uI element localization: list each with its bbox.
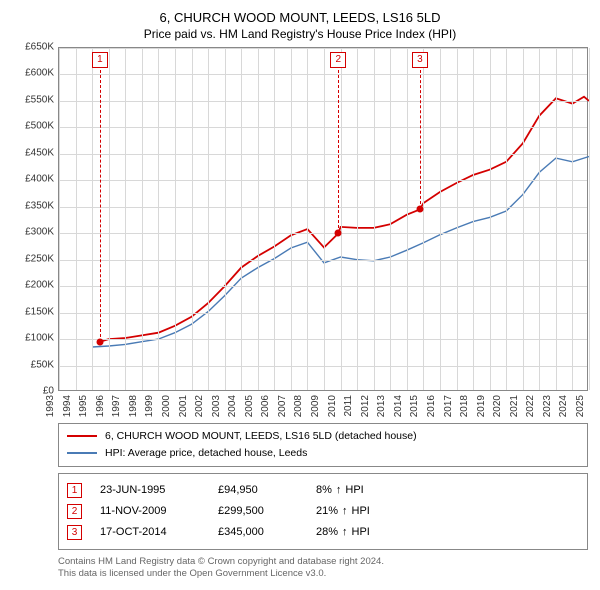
sale-point-dot xyxy=(96,338,103,345)
sale-price: £299,500 xyxy=(218,505,298,517)
sale-marker: 3 xyxy=(412,52,428,68)
chart-subtitle: Price paid vs. HM Land Registry's House … xyxy=(12,27,588,41)
sale-point-dot xyxy=(416,206,423,213)
y-axis-label: £650K xyxy=(12,42,54,53)
sale-marker: 2 xyxy=(330,52,346,68)
sale-pct: 8% ↑ HPI xyxy=(316,484,364,496)
plot-area: 1 2 3 xyxy=(58,47,588,391)
sale-row-marker: 2 xyxy=(67,504,82,519)
y-axis-label: £500K xyxy=(12,121,54,132)
arrow-up-icon: ↑ xyxy=(336,484,342,496)
sale-price: £345,000 xyxy=(218,526,298,538)
footer-line1: Contains HM Land Registry data © Crown c… xyxy=(58,556,588,568)
legend-box: 6, CHURCH WOOD MOUNT, LEEDS, LS16 5LD (d… xyxy=(58,423,588,467)
legend-label: HPI: Average price, detached house, Leed… xyxy=(105,445,307,462)
series-line xyxy=(100,97,589,342)
legend-item: 6, CHURCH WOOD MOUNT, LEEDS, LS16 5LD (d… xyxy=(67,428,579,445)
sale-marker-line xyxy=(100,70,101,342)
legend-swatch xyxy=(67,452,97,454)
y-axis-label: £250K xyxy=(12,253,54,264)
legend-swatch xyxy=(67,435,97,437)
sale-row-marker: 3 xyxy=(67,525,82,540)
chart-container: 6, CHURCH WOOD MOUNT, LEEDS, LS16 5LD Pr… xyxy=(0,0,600,590)
sale-row-marker: 1 xyxy=(67,483,82,498)
y-axis-label: £450K xyxy=(12,147,54,158)
y-axis-label: £350K xyxy=(12,200,54,211)
title-block: 6, CHURCH WOOD MOUNT, LEEDS, LS16 5LD Pr… xyxy=(12,10,588,41)
y-axis-label: £100K xyxy=(12,333,54,344)
sale-row: 3 17-OCT-2014 £345,000 28% ↑ HPI xyxy=(67,522,579,543)
y-axis-label: £50K xyxy=(12,359,54,370)
sale-marker: 1 xyxy=(92,52,108,68)
chart-title: 6, CHURCH WOOD MOUNT, LEEDS, LS16 5LD xyxy=(12,10,588,25)
sales-table: 1 23-JUN-1995 £94,950 8% ↑ HPI 2 11-NOV-2009 £… xyxy=(58,473,588,550)
footer-attribution: Contains HM Land Registry data © Crown c… xyxy=(58,556,588,581)
sale-date: 23-JUN-1995 xyxy=(100,484,200,496)
y-axis-label: £300K xyxy=(12,227,54,238)
chart-area: 123 £0£50K£100K£150K£200K£250K£300K£350K… xyxy=(12,47,588,417)
sale-pct: 28% ↑ HPI xyxy=(316,526,370,538)
sale-marker-line xyxy=(420,70,421,209)
sale-point-dot xyxy=(335,230,342,237)
y-axis-label: £150K xyxy=(12,306,54,317)
sale-pct: 21% ↑ HPI xyxy=(316,505,370,517)
sale-row: 2 11-NOV-2009 £299,500 21% ↑ HPI xyxy=(67,501,579,522)
sale-marker-line xyxy=(338,70,339,233)
footer-line2: This data is licensed under the Open Gov… xyxy=(58,568,588,580)
legend-item: HPI: Average price, detached house, Leed… xyxy=(67,445,579,462)
arrow-up-icon: ↑ xyxy=(342,526,348,538)
legend-label: 6, CHURCH WOOD MOUNT, LEEDS, LS16 5LD (d… xyxy=(105,428,417,445)
y-axis-label: £550K xyxy=(12,94,54,105)
y-axis-label: £600K xyxy=(12,68,54,79)
sale-date: 11-NOV-2009 xyxy=(100,505,200,517)
y-axis-label: £400K xyxy=(12,174,54,185)
arrow-up-icon: ↑ xyxy=(342,505,348,517)
sale-date: 17-OCT-2014 xyxy=(100,526,200,538)
x-axis-label: 2025 xyxy=(575,395,600,417)
sale-row: 1 23-JUN-1995 £94,950 8% ↑ HPI xyxy=(67,480,579,501)
y-axis-label: £200K xyxy=(12,280,54,291)
sale-price: £94,950 xyxy=(218,484,298,496)
